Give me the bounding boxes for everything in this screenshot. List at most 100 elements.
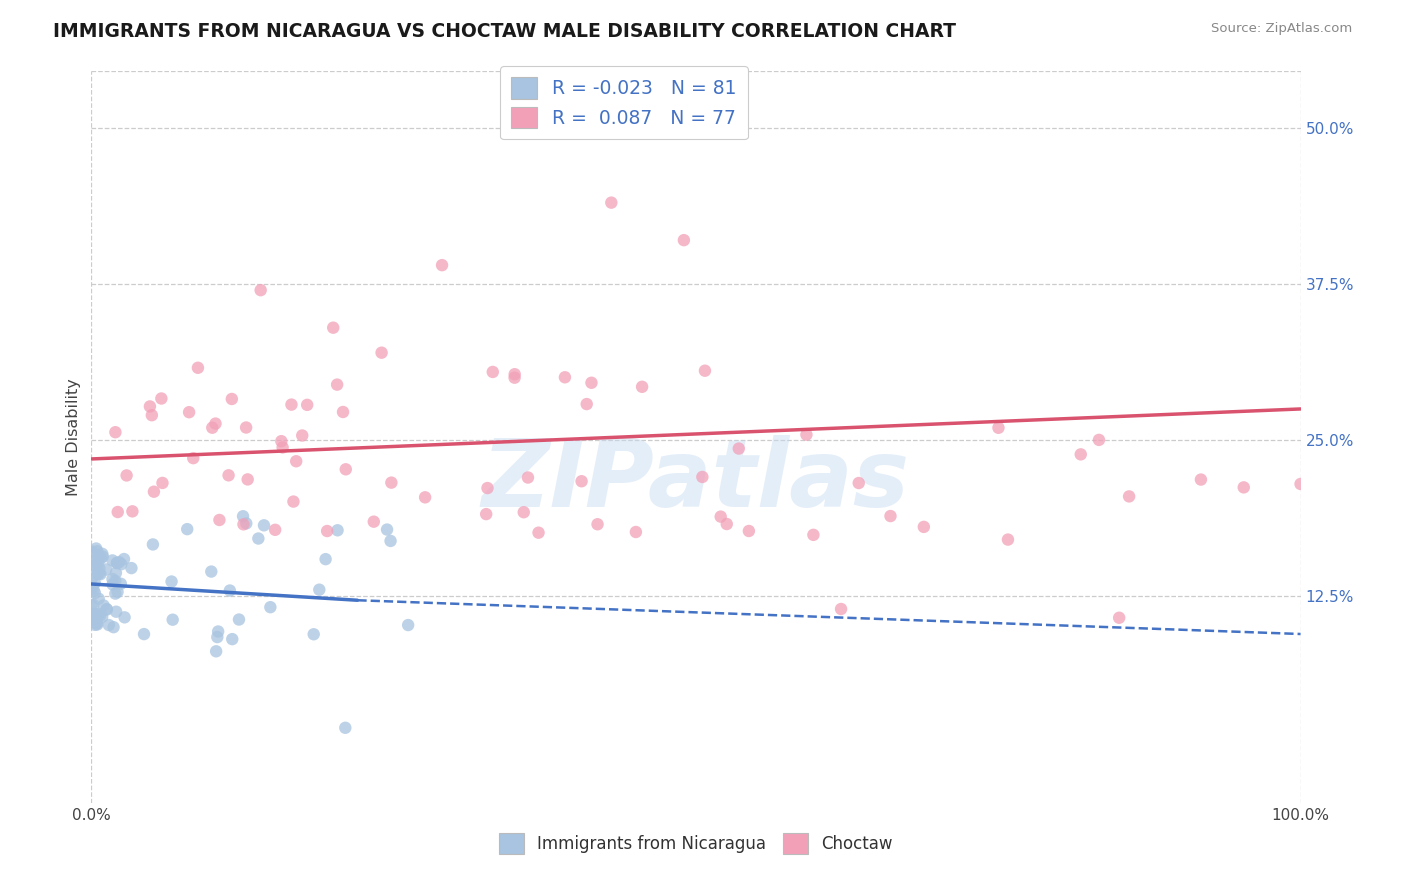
Point	[80, 599, 103, 613]
Point	[181, 451, 204, 466]
Point	[554, 370, 576, 384]
Point	[380, 533, 402, 548]
Point	[90, 551, 112, 566]
Point	[120, 561, 142, 575]
Point	[150, 392, 173, 406]
Point	[105, 556, 128, 570]
Point	[86, 562, 108, 576]
Point	[270, 434, 292, 449]
Point	[89, 561, 111, 575]
Point	[413, 491, 436, 505]
Point	[380, 475, 402, 490]
Point	[207, 624, 229, 639]
Point	[218, 468, 240, 483]
Point	[326, 377, 349, 392]
Point	[280, 398, 302, 412]
Point	[475, 507, 498, 521]
Point	[232, 509, 254, 524]
Point	[104, 586, 127, 600]
Point	[326, 523, 349, 537]
Point	[247, 532, 270, 546]
Point	[513, 505, 536, 519]
Point	[481, 365, 503, 379]
Point	[93, 599, 115, 613]
Point	[114, 610, 136, 624]
Point	[503, 368, 526, 382]
Point	[710, 509, 733, 524]
Point	[101, 572, 124, 586]
Point	[108, 555, 131, 569]
Point	[84, 618, 107, 632]
Point	[87, 591, 110, 606]
Point	[177, 405, 200, 419]
Point	[264, 523, 287, 537]
Point	[879, 509, 901, 524]
Point	[80, 571, 103, 585]
Point	[82, 554, 104, 568]
Point	[1289, 477, 1312, 491]
Point	[89, 549, 111, 564]
Point	[1088, 433, 1111, 447]
Point	[97, 618, 120, 632]
Point	[91, 549, 114, 564]
Point	[142, 484, 165, 499]
Text: ZIPatlas: ZIPatlas	[482, 435, 910, 527]
Point	[693, 364, 716, 378]
Point	[83, 607, 105, 621]
Point	[796, 427, 818, 442]
Point	[1108, 611, 1130, 625]
Point	[201, 420, 224, 434]
Point	[207, 630, 229, 644]
Point	[335, 462, 357, 476]
Point	[84, 607, 107, 621]
Point	[83, 576, 105, 591]
Point	[84, 558, 107, 573]
Point	[631, 380, 654, 394]
Point	[249, 283, 271, 297]
Text: IMMIGRANTS FROM NICARAGUA VS CHOCTAW MALE DISABILITY CORRELATION CHART: IMMIGRANTS FROM NICARAGUA VS CHOCTAW MAL…	[53, 22, 956, 41]
Point	[86, 544, 108, 558]
Point	[86, 567, 108, 582]
Point	[517, 470, 540, 484]
Point	[1118, 490, 1140, 504]
Point	[110, 576, 132, 591]
Point	[503, 370, 526, 384]
Point	[152, 475, 174, 490]
Point	[83, 583, 105, 598]
Point	[142, 537, 165, 551]
Point	[1233, 480, 1256, 494]
Point	[80, 544, 103, 558]
Point	[477, 481, 499, 495]
Point	[86, 616, 108, 631]
Point	[160, 574, 183, 589]
Point	[624, 524, 647, 539]
Point	[121, 504, 143, 518]
Point	[96, 562, 118, 576]
Point	[221, 392, 243, 406]
Y-axis label: Male Disability: Male Disability	[66, 378, 82, 496]
Point	[221, 632, 243, 647]
Point	[232, 517, 254, 532]
Point	[375, 523, 398, 537]
Point	[370, 345, 392, 359]
Point	[332, 405, 354, 419]
Legend: Immigrants from Nicaragua, Choctaw: Immigrants from Nicaragua, Choctaw	[492, 827, 900, 860]
Point	[162, 613, 184, 627]
Point	[315, 552, 337, 566]
Point	[235, 420, 257, 434]
Point	[80, 582, 103, 596]
Point	[83, 615, 105, 629]
Point	[91, 547, 114, 561]
Point	[236, 472, 259, 486]
Point	[104, 425, 127, 440]
Point	[335, 721, 357, 735]
Point	[96, 602, 118, 616]
Point	[101, 553, 124, 567]
Point	[692, 470, 714, 484]
Point	[218, 583, 240, 598]
Point	[716, 516, 738, 531]
Point	[253, 518, 276, 533]
Point	[104, 566, 127, 580]
Point	[110, 557, 132, 571]
Point	[396, 618, 419, 632]
